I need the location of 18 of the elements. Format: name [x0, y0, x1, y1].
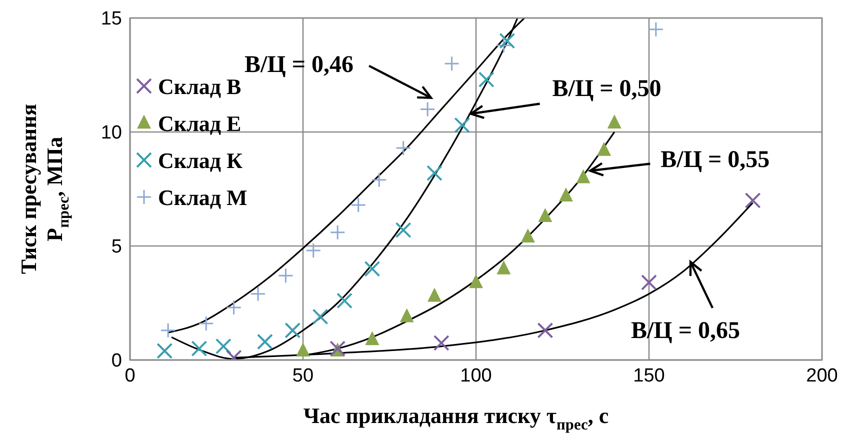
legend-label: Склад В: [158, 74, 242, 99]
y-tick-label: 15: [100, 8, 122, 30]
y-tick-label: 10: [100, 122, 122, 144]
x-axis-title: Час прикладання тиску τ$_{прес}$, с: [303, 403, 609, 434]
legend-label: Склад Е: [158, 111, 242, 136]
annotation: В/Ц = 0,50: [552, 76, 662, 102]
legend-label: Склад К: [158, 148, 243, 173]
x-tick-label: 100: [460, 365, 492, 386]
y-tick-label: 5: [111, 236, 122, 258]
x-tick-label: 0: [124, 365, 136, 386]
annotation: В/Ц = 0,46: [244, 52, 354, 78]
x-tick-label: 200: [806, 365, 838, 386]
annotation: В/Ц = 0,55: [660, 146, 770, 173]
legend-label: Склад М: [158, 185, 248, 210]
x-tick-label: 150: [633, 365, 665, 386]
y-tick-label: 0: [111, 350, 122, 372]
x-tick-label: 50: [292, 365, 314, 386]
annotation: В/Ц = 0,65: [631, 318, 740, 344]
